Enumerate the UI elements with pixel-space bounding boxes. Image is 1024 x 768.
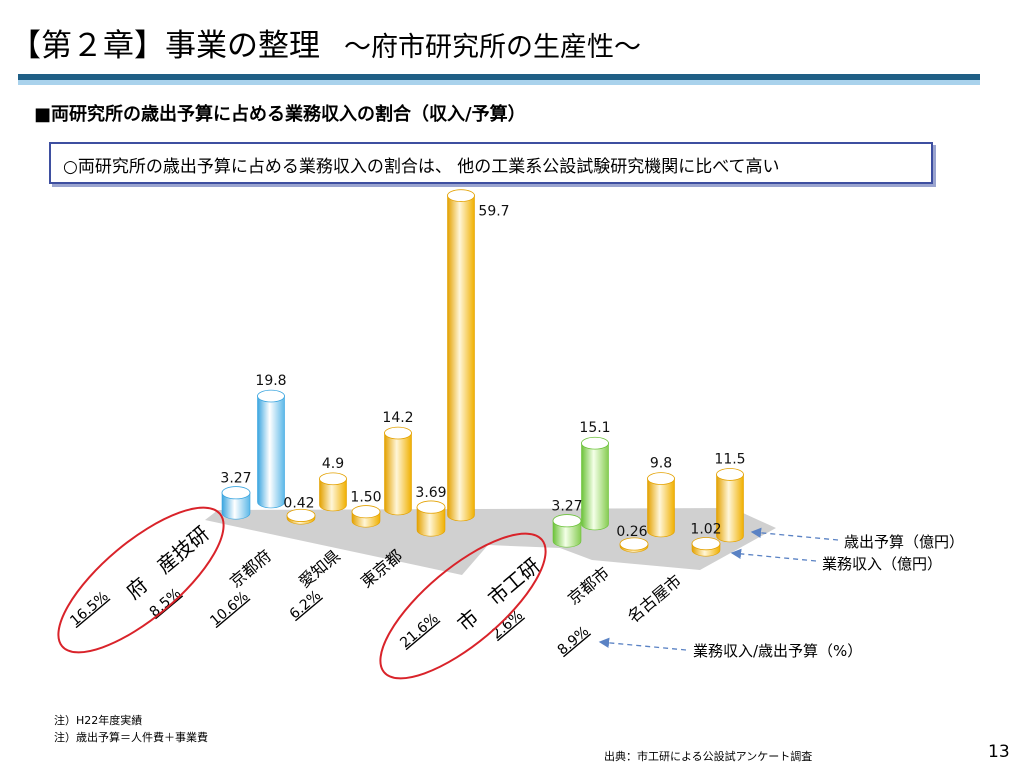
budget-value-label: 14.2	[382, 410, 413, 426]
budget-cylinder-top	[581, 436, 609, 450]
budget-value-label: 59.7	[478, 204, 509, 220]
income-cylinder	[691, 537, 721, 557]
income-cylinder-top	[619, 537, 649, 551]
ratio-value-label: 16.5%	[67, 589, 111, 630]
income-cylinder-top	[351, 505, 381, 519]
income-cylinder	[286, 508, 316, 525]
budget-value-label: 19.8	[255, 373, 286, 389]
budget-cylinder-top	[447, 189, 475, 202]
category-label: 愛知県	[295, 546, 344, 591]
income-cylinder-top	[691, 537, 721, 551]
summary-text: ○両研究所の歳出予算に占める業務収入の割合は、 他の工業系公設試験研究機関に比べ…	[63, 157, 780, 177]
legend-ratio-label: 業務収入/歳出予算（%）	[693, 642, 862, 660]
legend: 歳出予算（億円） 業務収入（億円） 業務収入/歳出予算（%）	[598, 527, 964, 660]
title-subtitle: ～府市研究所の生産性～	[344, 32, 641, 63]
budget-cylinder-body	[319, 478, 347, 512]
legend-budget-arrow	[750, 527, 839, 541]
source-citation: 出典：市工研による公設試アンケート調査	[604, 750, 813, 763]
income-value-label: 3.27	[551, 499, 582, 515]
budget-cylinder-top	[319, 472, 347, 486]
income-cylinder-body	[552, 520, 582, 548]
budget-cylinder	[384, 426, 412, 516]
category-label: 京都府	[226, 546, 275, 591]
budget-value-label: 15.1	[579, 420, 610, 436]
budget-cylinder-body	[384, 432, 412, 516]
income-value-label: 1.50	[350, 490, 381, 506]
page-title: 【第２章】事業の整理 ～府市研究所の生産性～	[10, 20, 641, 65]
budget-cylinder	[581, 436, 609, 531]
budget-cylinder-body	[716, 474, 744, 543]
income-value-label: 1.02	[690, 522, 721, 538]
income-value-label: 0.26	[616, 524, 647, 540]
note-fiscal-year: 注）H22年度実績	[54, 714, 143, 727]
category-label: 京都市	[564, 563, 613, 608]
ratio-value-label: 8.9%	[555, 623, 593, 658]
ratio-value-label: 21.6%	[397, 611, 441, 652]
legend-income-arrow	[730, 548, 817, 562]
title-rule-accent	[18, 80, 980, 85]
budget-cylinder-top	[716, 468, 744, 481]
budget-cylinder-top	[257, 389, 285, 403]
chart-floor	[205, 508, 776, 575]
income-cylinder-top	[416, 500, 446, 514]
ratio-value-label: 10.6%	[207, 589, 251, 630]
budget-value-label: 9.8	[650, 456, 672, 472]
budget-cylinder-top	[384, 426, 412, 440]
budget-cylinder-body	[447, 195, 475, 522]
income-value-label: 3.69	[415, 485, 446, 501]
budget-cylinder	[319, 472, 347, 512]
budget-cylinder	[647, 472, 675, 538]
budget-value-label: 11.5	[714, 451, 745, 467]
budget-cylinder	[447, 189, 475, 522]
income-value-label: 3.27	[220, 471, 251, 487]
income-cylinder	[619, 537, 649, 553]
income-cylinder	[351, 505, 381, 528]
income-value-label: 0.42	[283, 495, 314, 511]
budget-cylinder-top	[647, 472, 675, 485]
budget-value-label: 4.9	[322, 456, 344, 472]
budget-cylinder	[716, 468, 744, 543]
category-label: 名古屋市	[624, 571, 685, 627]
income-cylinder	[552, 514, 582, 548]
page-number: 13	[988, 742, 1010, 762]
legend-income-label: 業務収入（億円）	[822, 555, 942, 573]
budget-cylinder-body	[257, 395, 285, 509]
title-rule	[18, 74, 980, 80]
highlight-ring	[379, 532, 547, 680]
section-heading: ■両研究所の歳出予算に占める業務収入の割合（収入/予算）	[34, 104, 526, 125]
income-cylinder-top	[552, 514, 582, 528]
income-cylinder	[221, 486, 251, 520]
budget-cylinder	[257, 389, 285, 509]
chart-marks: 19.8 3.27 4.9 0.42 14.2 1.50 59.7 3.69 15.1 3.27 9…	[57, 189, 746, 680]
budget-cylinder-body	[647, 478, 675, 538]
note-budget-definition: 注）歳出予算＝人件費＋事業費	[54, 731, 208, 744]
income-cylinder	[416, 500, 446, 537]
ratio-value-label: 6.2%	[287, 587, 325, 622]
notes: 注）H22年度実績 注）歳出予算＝人件費＋事業費	[54, 712, 208, 746]
title-main: 【第２章】事業の整理	[10, 28, 320, 64]
legend-budget-label: 歳出予算（億円）	[844, 533, 964, 551]
income-cylinder-top	[286, 508, 316, 522]
income-cylinder-body	[416, 506, 446, 537]
income-cylinder-body	[221, 492, 251, 520]
summary-box: ○両研究所の歳出予算に占める業務収入の割合は、 他の工業系公設試験研究機関に比べ…	[49, 142, 933, 184]
legend-ratio-arrow	[598, 637, 687, 651]
highlight-ring	[57, 506, 225, 654]
budget-cylinder-body	[581, 442, 609, 531]
income-cylinder-top	[221, 486, 251, 500]
